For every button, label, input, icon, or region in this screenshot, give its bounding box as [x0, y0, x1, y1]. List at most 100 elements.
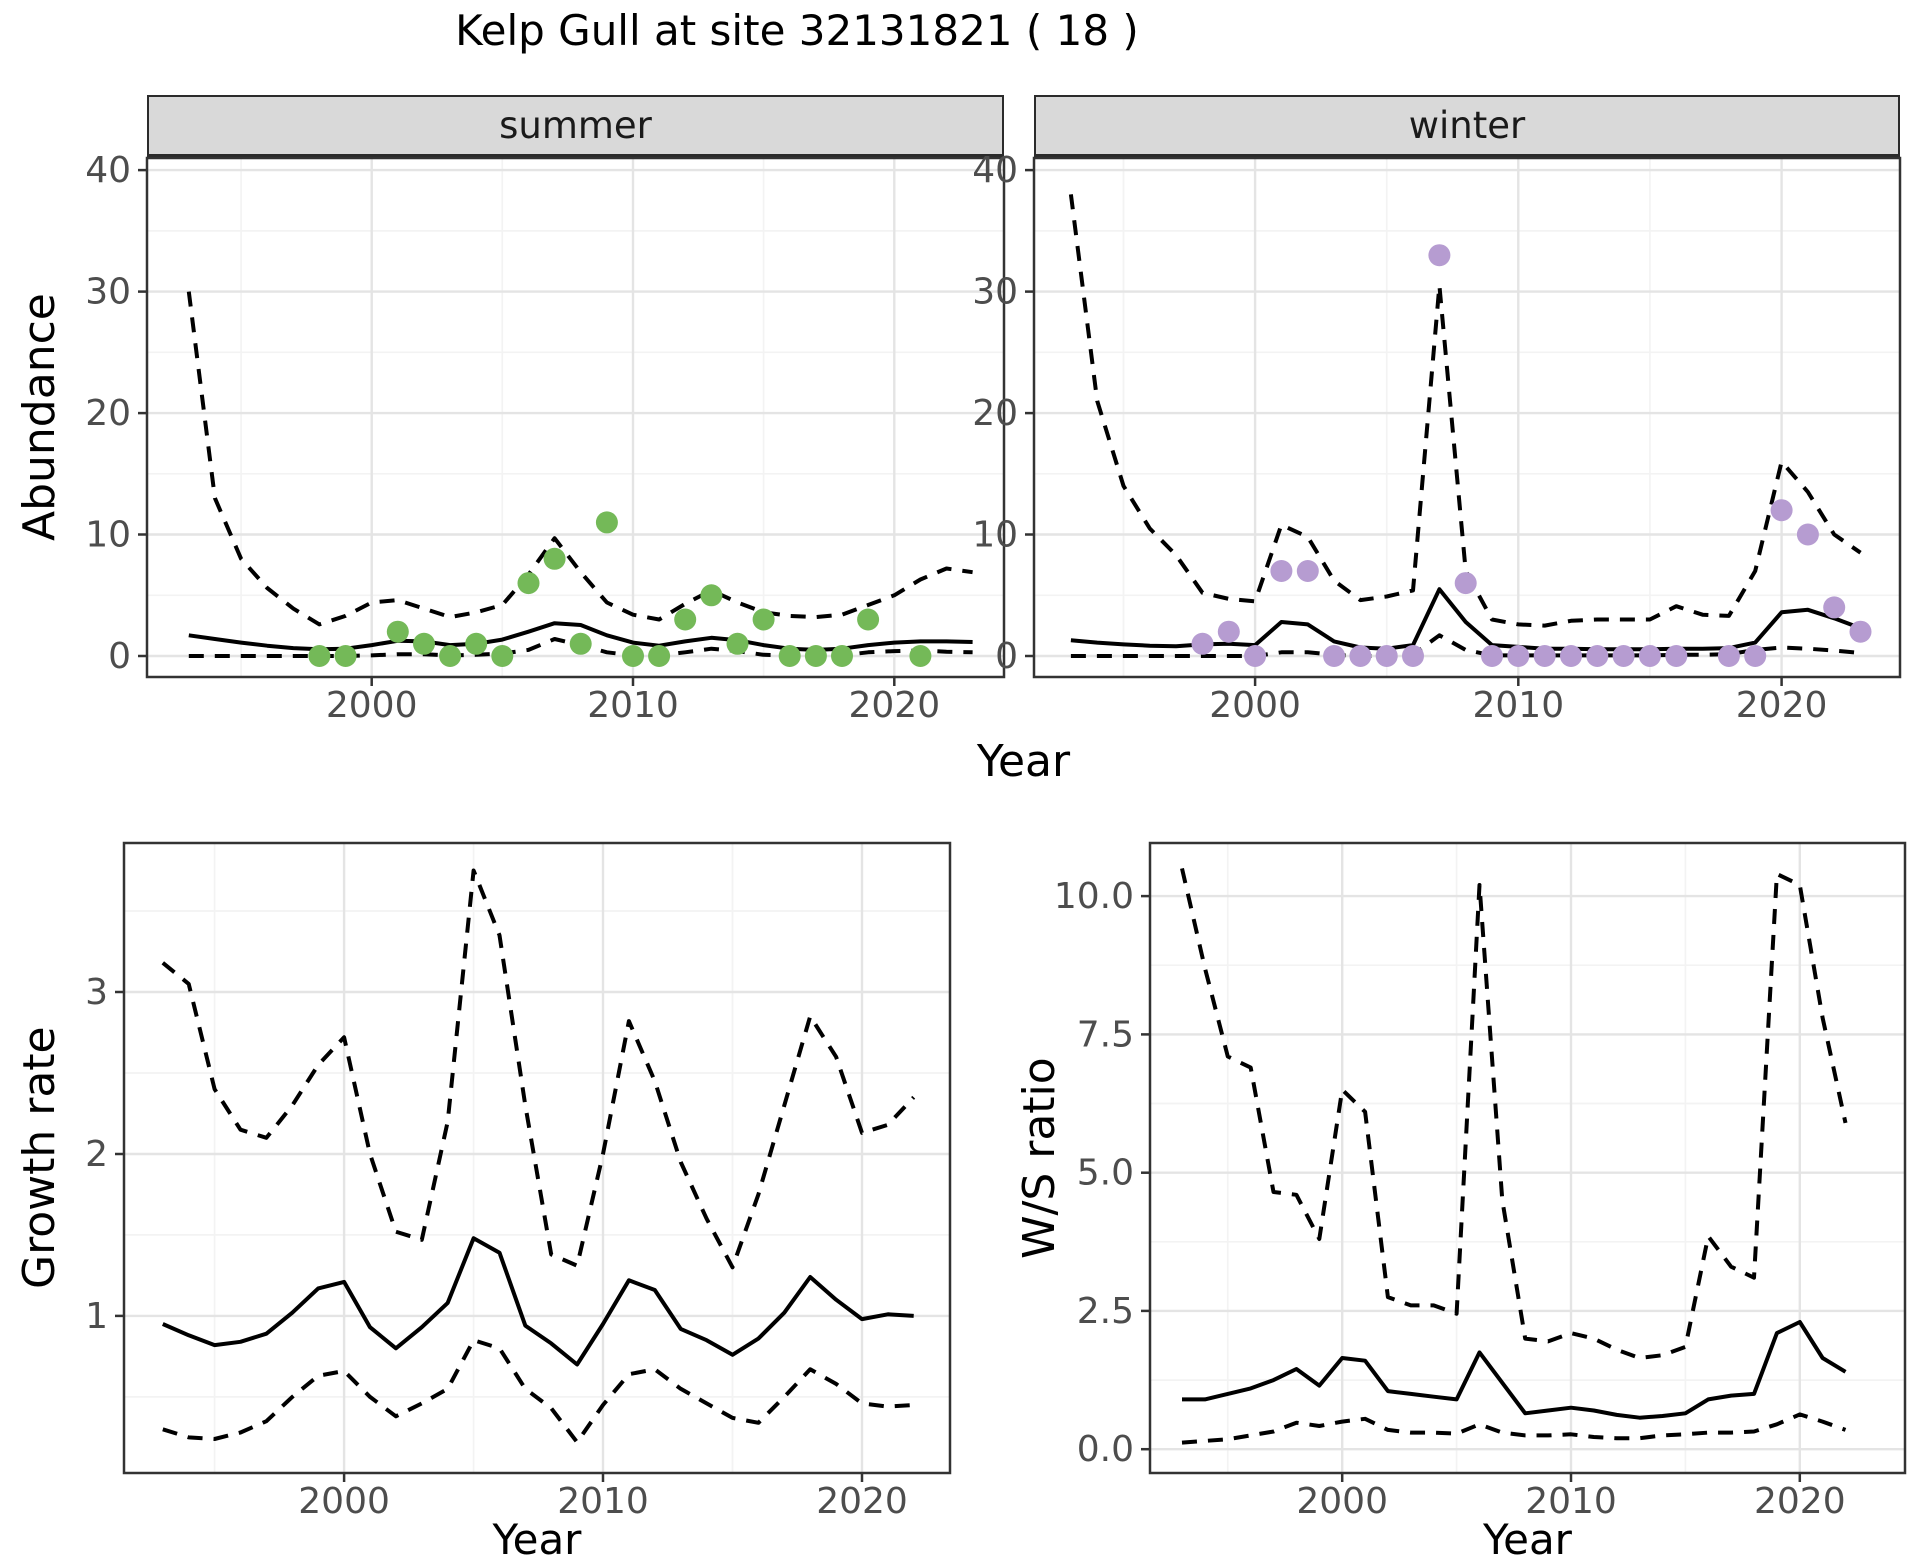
line-lower-95-ci [1070, 633, 1861, 658]
growth-year-axis-title: Year [492, 1515, 582, 1560]
data-point [648, 645, 671, 667]
y-tick-label: 0 [108, 636, 131, 677]
panel-border [1032, 156, 1902, 679]
data-point [1770, 499, 1793, 522]
x-tick-label: 2000 [298, 1481, 390, 1522]
data-point [752, 608, 775, 631]
x-tick-label: 2010 [1472, 685, 1564, 726]
gridlines-major [124, 843, 950, 1473]
axis-ticks-and-labels: 2000 2010 2020 0 10 20 30 40 [85, 150, 940, 726]
y-tick-label: 10 [972, 515, 1018, 556]
observed-points [1191, 244, 1872, 667]
line-median-growth-rate [162, 1236, 914, 1367]
top-year-axis-title: Year [976, 736, 1071, 787]
x-tick-label: 2010 [587, 685, 679, 726]
x-tick-label: 2000 [1296, 1481, 1388, 1522]
data-point [1507, 645, 1530, 667]
x-tick-label: 2020 [1736, 685, 1828, 726]
data-point [1375, 645, 1398, 667]
data-point [726, 632, 749, 655]
data-point [857, 608, 880, 631]
page-title: Kelp Gull at site 32131821 ( 18 ) [455, 6, 1139, 55]
y-tick-label: 0 [995, 636, 1018, 677]
panel-abundance-summer: 2000 2010 2020 0 10 20 30 40 [85, 150, 1006, 726]
data-point [1270, 560, 1293, 582]
data-point [700, 584, 723, 607]
data-point [1244, 645, 1267, 667]
gridlines-major [1034, 158, 1900, 677]
data-point [1533, 645, 1556, 667]
line-upper-95-ci [161, 868, 916, 1270]
data-point [1560, 645, 1582, 667]
gridlines-minor [124, 843, 950, 1473]
data-point [413, 632, 435, 655]
y-tick-label: 0.0 [1077, 1429, 1134, 1470]
y-tick-label: 2 [85, 1134, 108, 1175]
y-tick-label: 40 [85, 150, 131, 191]
y-tick-label: 30 [972, 272, 1018, 313]
gridlines-minor [147, 158, 1004, 677]
y-tick-label: 1 [85, 1296, 108, 1337]
y-tick-label: 2.5 [1077, 1291, 1134, 1332]
data-point [1744, 645, 1767, 667]
axis-ticks-and-labels: 2000 2010 2020 0 10 20 30 40 [972, 150, 1827, 726]
panel-ws-ratio: 2000 2010 2020 0.0 2.5 5.0 7.5 10.0 [1054, 841, 1907, 1522]
data-point [517, 572, 540, 595]
series-lines [1180, 867, 1848, 1445]
x-tick-label: 2010 [1525, 1481, 1617, 1522]
x-tick-label: 2020 [816, 1481, 908, 1522]
data-point [1849, 620, 1872, 643]
y-tick-label: 10 [85, 515, 131, 556]
data-point [1191, 632, 1214, 655]
gridlines-major [1150, 843, 1905, 1473]
data-point [778, 645, 801, 667]
data-point [1454, 572, 1477, 595]
line-median-fit [1070, 587, 1862, 652]
data-point [1717, 645, 1740, 667]
gridlines-minor [1150, 843, 1905, 1473]
data-point [465, 632, 488, 655]
data-point [308, 645, 331, 667]
data-point [1349, 645, 1372, 667]
y-tick-label: 40 [972, 150, 1018, 191]
y-tick-label: 7.5 [1077, 1014, 1134, 1055]
data-point [1638, 645, 1661, 667]
data-point [595, 511, 618, 534]
data-point [1402, 645, 1424, 667]
panel-border [122, 841, 952, 1475]
data-point [1217, 620, 1240, 643]
y-tick-label: 3 [85, 972, 108, 1013]
y-tick-label: 20 [85, 393, 131, 434]
data-point [569, 632, 592, 655]
data-point [1612, 645, 1635, 667]
data-point [386, 620, 409, 643]
x-tick-label: 2020 [1754, 1481, 1846, 1522]
panel-growth-rate: 2000 2010 2020 1 2 3 [85, 841, 952, 1522]
observed-points [308, 511, 932, 667]
facet-label-winter: winter [1408, 104, 1526, 147]
y-tick-label: 10.0 [1054, 876, 1134, 917]
y-tick-label: 30 [85, 272, 131, 313]
data-point [674, 608, 697, 631]
panel-abundance-winter: 2000 2010 2020 0 10 20 30 40 [972, 150, 1902, 726]
data-point [1323, 645, 1346, 667]
data-point [1823, 596, 1846, 619]
data-point [543, 547, 566, 570]
series-lines [161, 868, 916, 1445]
data-point [1586, 645, 1609, 667]
panel-border [145, 156, 1006, 679]
x-tick-label: 2010 [557, 1481, 649, 1522]
line-upper-95-ci [1180, 867, 1848, 1360]
line-median-w-s-ratio [1182, 1320, 1847, 1420]
data-point [334, 645, 357, 667]
facet-strip-winter: winter [1034, 95, 1900, 158]
axis-ticks-and-labels: 2000 2010 2020 1 2 3 [85, 972, 908, 1522]
data-point [622, 645, 644, 667]
facet-label-summer: summer [499, 104, 652, 147]
data-point [804, 645, 827, 667]
line-upper-95-ci [186, 291, 973, 627]
x-tick-label: 2020 [848, 685, 940, 726]
x-tick-label: 2000 [326, 685, 418, 726]
data-point [909, 645, 932, 667]
